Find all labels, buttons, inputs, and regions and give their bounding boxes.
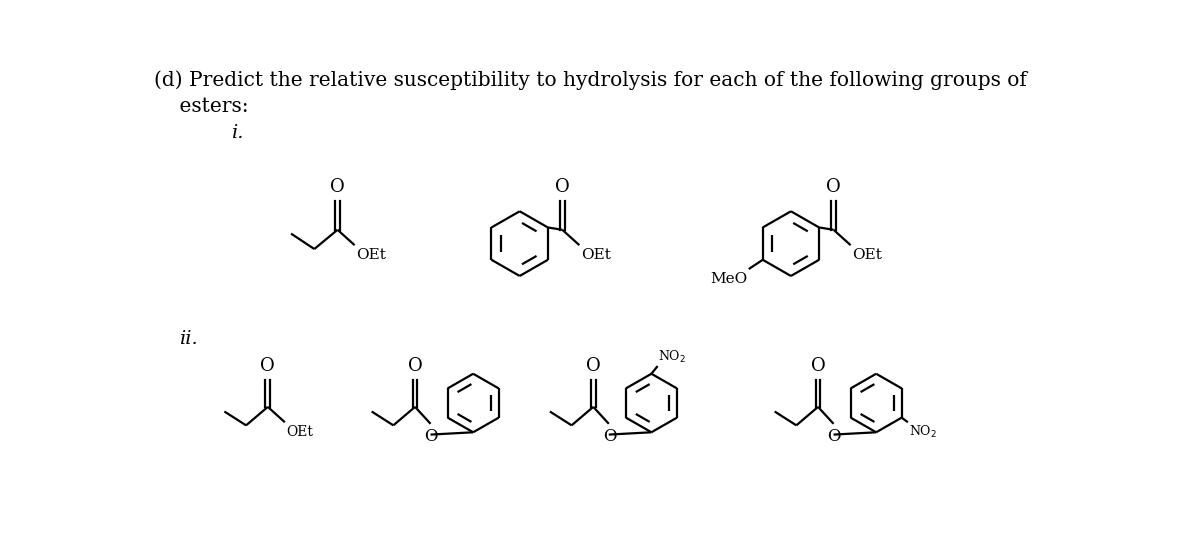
Text: ii.: ii. (180, 330, 198, 348)
Text: O: O (554, 178, 570, 196)
Text: O: O (826, 178, 841, 196)
Text: OEt: OEt (356, 248, 386, 262)
Text: OEt: OEt (581, 248, 611, 262)
Text: NO$_2$: NO$_2$ (910, 424, 937, 440)
Text: O: O (602, 427, 617, 444)
Text: O: O (811, 357, 826, 375)
Text: O: O (425, 427, 438, 444)
Text: O: O (408, 357, 422, 375)
Text: i.: i. (232, 124, 244, 142)
Text: NO$_2$: NO$_2$ (659, 349, 686, 364)
Text: O: O (260, 357, 275, 375)
Text: O: O (828, 427, 841, 444)
Text: (d) Predict the relative susceptibility to hydrolysis for each of the following : (d) Predict the relative susceptibility … (154, 70, 1027, 90)
Text: esters:: esters: (154, 96, 248, 116)
Text: O: O (586, 357, 601, 375)
Text: OEt: OEt (287, 425, 313, 439)
Text: O: O (330, 178, 344, 196)
Text: MeO: MeO (710, 272, 748, 286)
Text: OEt: OEt (852, 248, 882, 262)
